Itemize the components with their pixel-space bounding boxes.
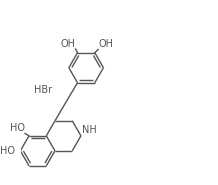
Text: NH: NH	[82, 125, 97, 135]
Text: HO: HO	[10, 123, 25, 133]
Text: HBr: HBr	[34, 85, 52, 95]
Text: OH: OH	[99, 39, 113, 49]
Text: HO: HO	[0, 146, 15, 156]
Text: OH: OH	[60, 39, 75, 49]
